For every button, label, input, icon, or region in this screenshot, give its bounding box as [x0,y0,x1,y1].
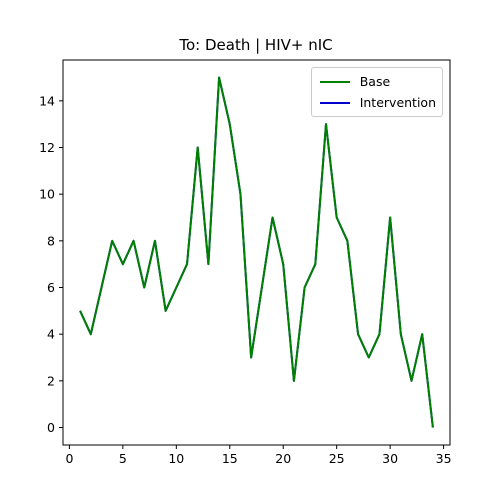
chart-title: To: Death | HIV+ nIC [179,36,333,54]
y-tick-label: 8 [47,233,55,248]
series-line-intervention [79,76,434,428]
x-tick-label: 0 [65,451,73,466]
x-tick-label: 30 [382,451,398,466]
chart-legend: Base Intervention [310,67,443,117]
x-tick-label: 10 [168,451,184,466]
legend-label-intervention: Intervention [359,95,436,110]
series-line-base [79,76,434,428]
y-tick-label: 14 [39,93,55,108]
x-tick-label: 5 [119,451,127,466]
x-tick-label: 15 [222,451,238,466]
legend-entry-base: Base [318,71,436,92]
plot-frame [62,59,451,446]
legend-entry-intervention: Intervention [318,92,436,113]
y-tick-label: 10 [39,187,55,202]
y-tick-label: 12 [39,140,55,155]
x-tick-label: 25 [329,451,345,466]
y-tick-label: 6 [47,280,55,295]
x-tick-label: 20 [275,451,291,466]
legend-swatch-intervention [319,101,350,104]
y-tick-label: 2 [47,373,55,388]
y-tick-label: 0 [47,420,55,435]
legend-swatch-base [319,80,350,83]
x-tick-label: 35 [436,451,452,466]
y-tick-label: 4 [47,327,55,342]
legend-label-base: Base [359,74,391,89]
